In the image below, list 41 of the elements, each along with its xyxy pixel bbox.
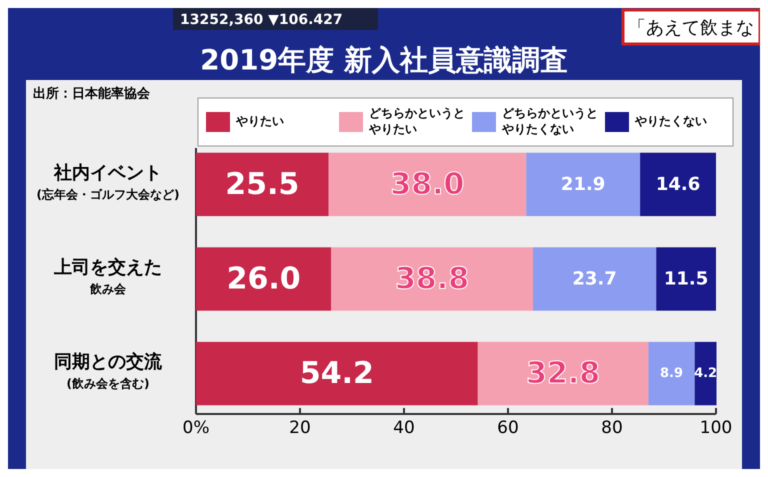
y-tick-label: 上司を交えた飲み会 [53, 256, 162, 296]
bar [694, 342, 717, 406]
data-label: 11.5 [664, 268, 708, 290]
x-tick-label: 20 [289, 418, 311, 438]
bar [526, 152, 640, 216]
x-tick-label: 80 [601, 418, 623, 438]
bar [328, 152, 526, 216]
text: 「あえて飲まな [628, 18, 754, 38]
bar [532, 247, 656, 311]
bar [196, 152, 329, 216]
bar [478, 342, 648, 406]
y-tick-label: 社内イベント(忘年会・ゴルフ大会など) [36, 162, 180, 202]
data-label: 54.2 [300, 356, 374, 392]
x-tick-label: 0% [182, 418, 210, 438]
legend-label: どちらかというとやりたくない [501, 106, 598, 136]
x-tick-label: 100 [700, 418, 732, 438]
data-label: 14.6 [656, 174, 700, 195]
data-label: 23.7 [572, 268, 617, 290]
text: 出所：日本能率協会 [33, 86, 151, 102]
data-label: 25.5 [225, 166, 300, 202]
bar [196, 247, 332, 311]
y-tick-label: 同期との交流(飲み会を含む) [54, 352, 163, 391]
legend-label: どちらかというとやりたい [368, 106, 465, 136]
x-tick-label: 60 [497, 418, 519, 438]
legend-label: やりたくない [634, 114, 707, 128]
data-label: 21.9 [560, 174, 606, 195]
bar [640, 152, 716, 216]
data-label: 4.2 [694, 366, 718, 382]
bar [648, 342, 695, 406]
bar [656, 247, 716, 311]
data-label: 32.8 [526, 356, 600, 392]
bar [331, 247, 533, 311]
legend-label: やりたい [235, 114, 284, 128]
data-label: 38.8 [395, 262, 470, 296]
chart-title: 2019年度 新入社員意識調査 [200, 44, 568, 76]
x-tick-label: 40 [393, 418, 415, 438]
bar [196, 342, 478, 406]
data-label: 26.0 [226, 262, 301, 296]
data-label: 8.9 [660, 366, 684, 382]
text: 13252,360 ▼106.427 [180, 12, 343, 28]
data-label: 38.0 [390, 166, 464, 202]
